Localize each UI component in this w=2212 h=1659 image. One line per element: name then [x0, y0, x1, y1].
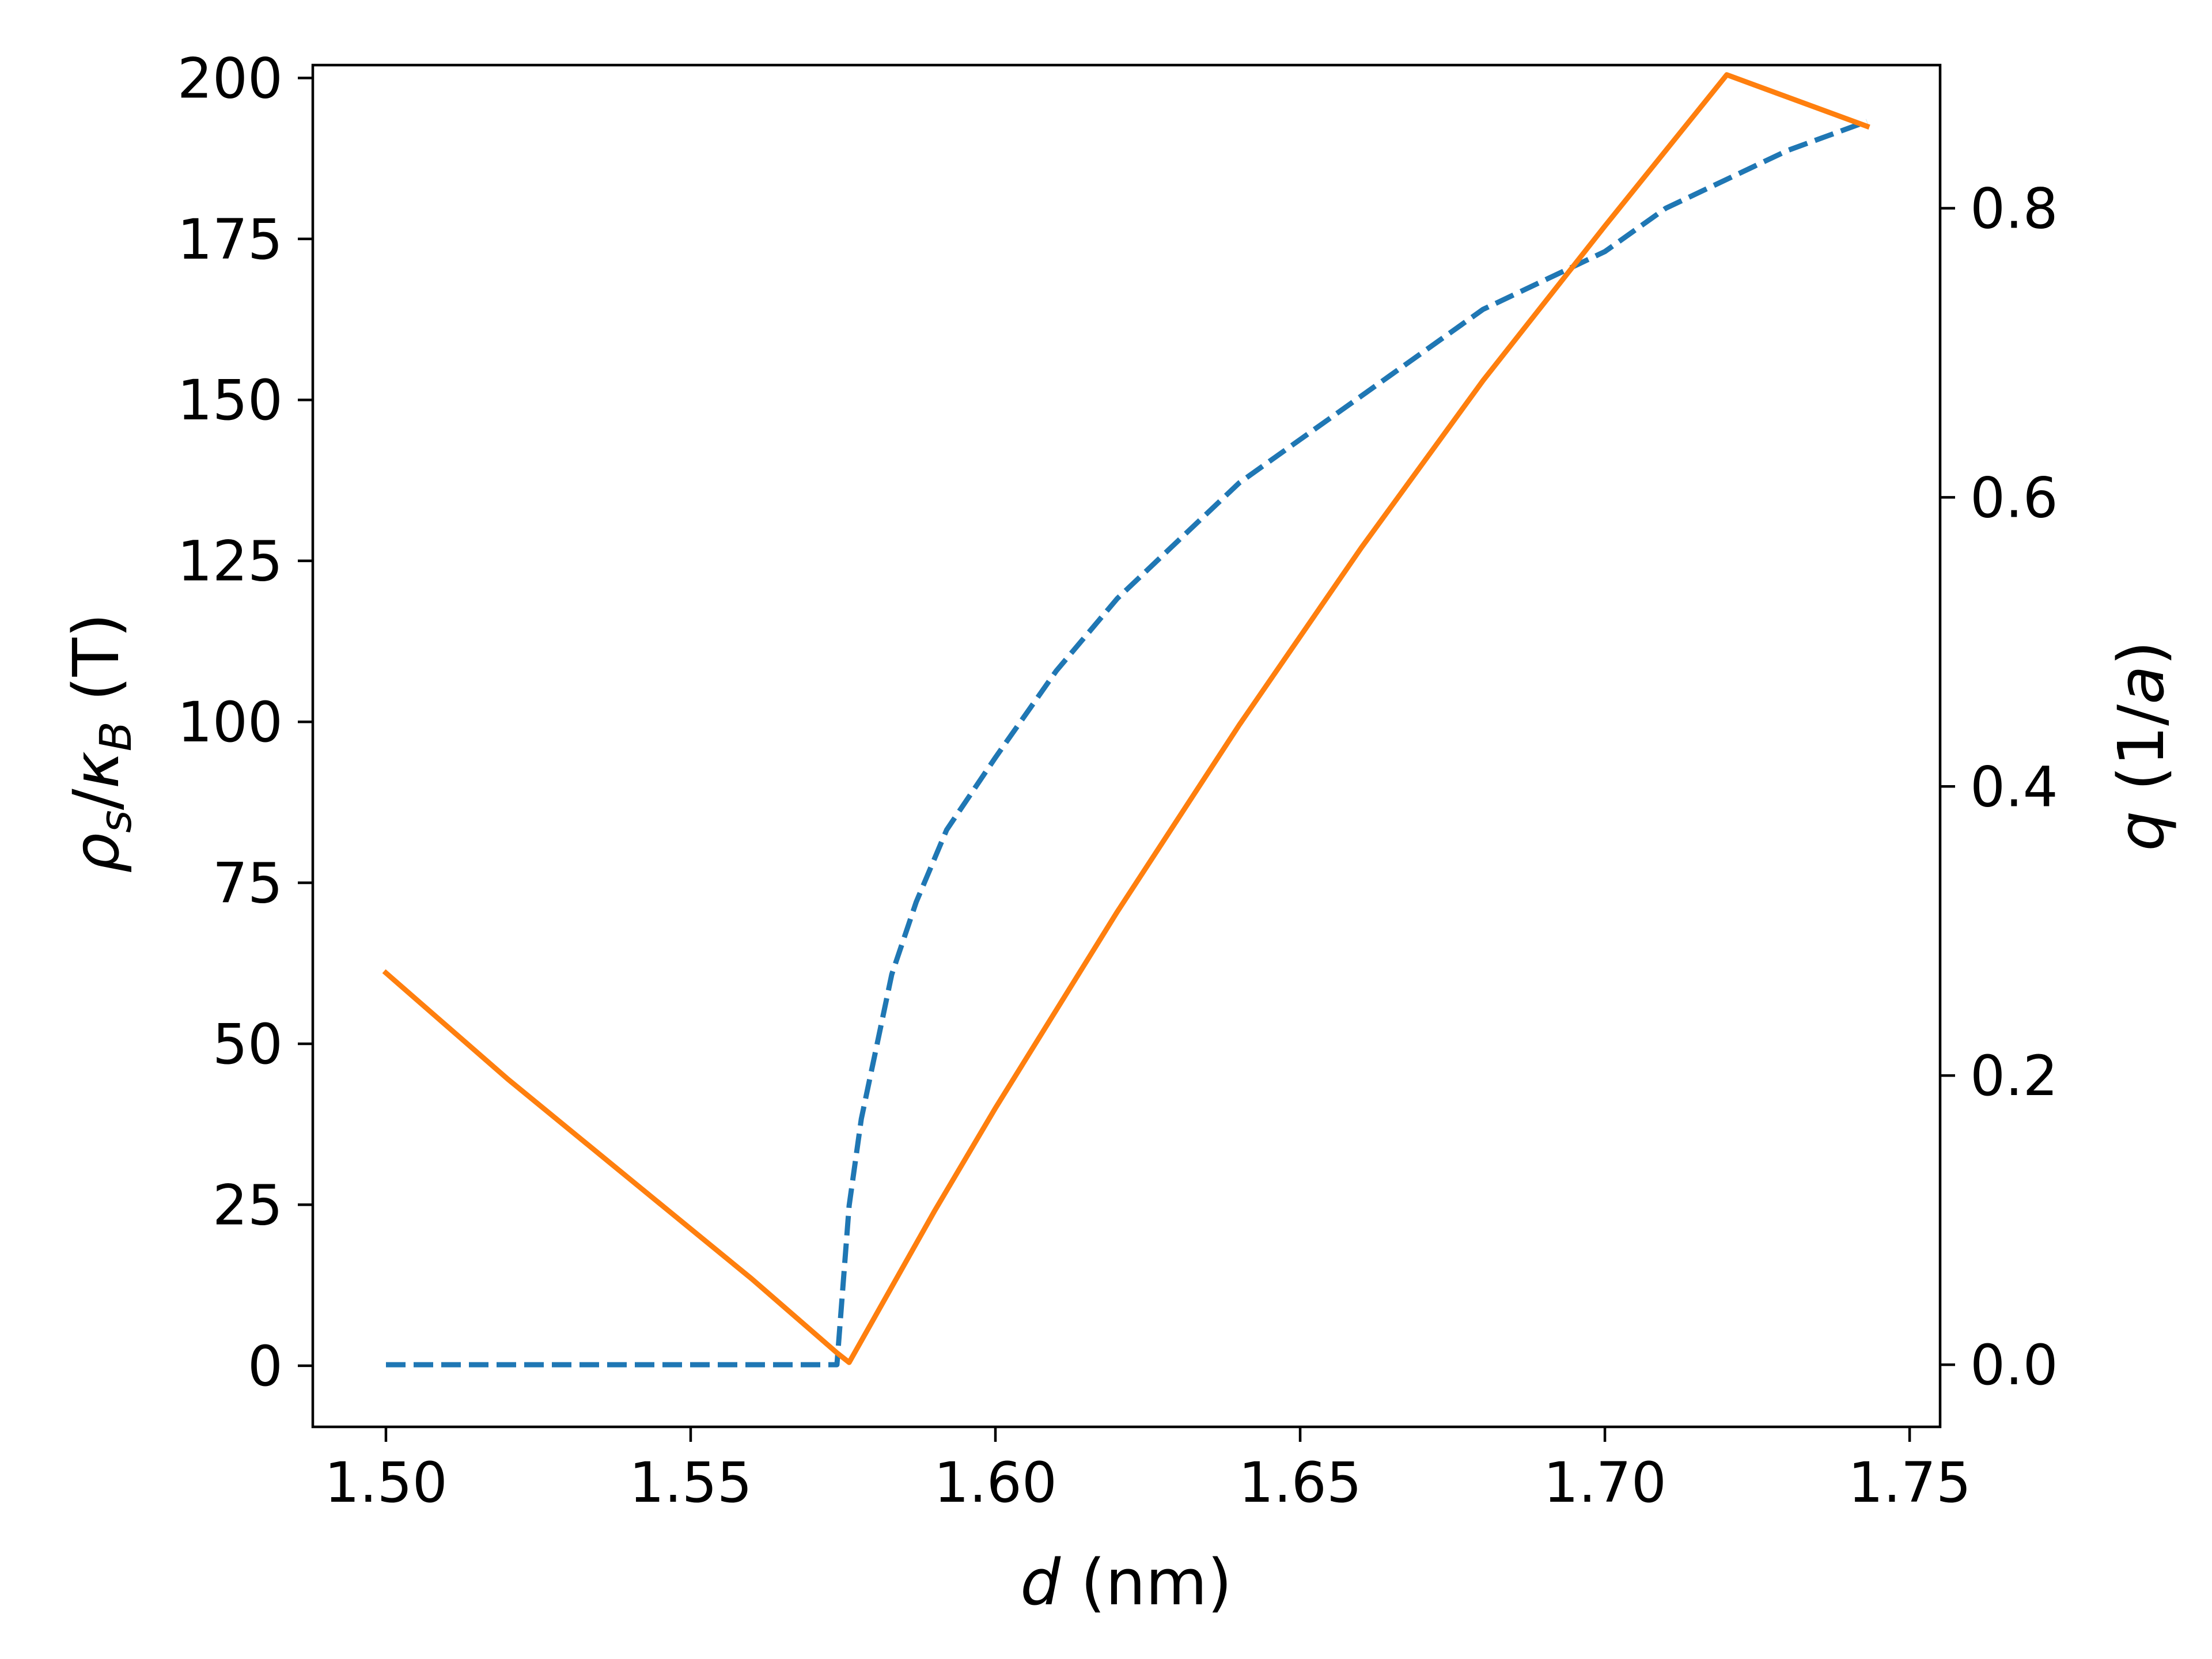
y-left-tick-label: 25 [213, 1173, 283, 1237]
y-right-tick-label: 0.4 [1970, 755, 2058, 819]
x-tick-label: 1.65 [1238, 1450, 1362, 1515]
y-right-tick-label: 0.0 [1970, 1333, 2058, 1397]
series-line-1 [386, 119, 1868, 1368]
series-line-2 [382, 72, 1870, 1365]
y-left-tick-label: 75 [213, 851, 283, 916]
x-axis: 1.50 1.55 1.60 1.65 1.70 1.75 [324, 1427, 1971, 1515]
x-tick-label: 1.70 [1543, 1450, 1666, 1515]
x-tick-label: 1.50 [324, 1450, 448, 1515]
y-right-tick-label: 0.6 [1970, 465, 2058, 530]
y-left-tick-label: 100 [177, 690, 283, 755]
series-layer [382, 72, 1870, 1368]
y-axis-left-label: ρs/κB (T) [59, 613, 141, 873]
x-tick-label: 1.75 [1848, 1450, 1971, 1515]
x-tick-label: 1.60 [934, 1450, 1057, 1515]
y-left-tick-label: 0 [248, 1334, 283, 1399]
x-tick-label: 1.55 [629, 1450, 752, 1515]
y-axis-right-label: q (1/a) [2104, 641, 2178, 851]
y-left-tick-label: 125 [177, 529, 283, 594]
plot-frame [311, 63, 1942, 1429]
y-axis-right: 0.0 0.2 0.4 0.6 0.8 [1940, 176, 2058, 1397]
x-axis-label: d (nm) [1020, 1546, 1232, 1619]
y-right-tick-label: 0.8 [1970, 176, 2058, 241]
y-left-tick-label: 200 [177, 46, 283, 111]
y-left-tick-label: 175 [177, 207, 283, 272]
y-left-tick-label: 150 [177, 368, 283, 433]
y-right-tick-label: 0.2 [1970, 1044, 2058, 1108]
y-axis-left: 0 25 50 75 100 125 150 175 200 [177, 46, 313, 1399]
y-left-tick-label: 50 [213, 1012, 283, 1077]
